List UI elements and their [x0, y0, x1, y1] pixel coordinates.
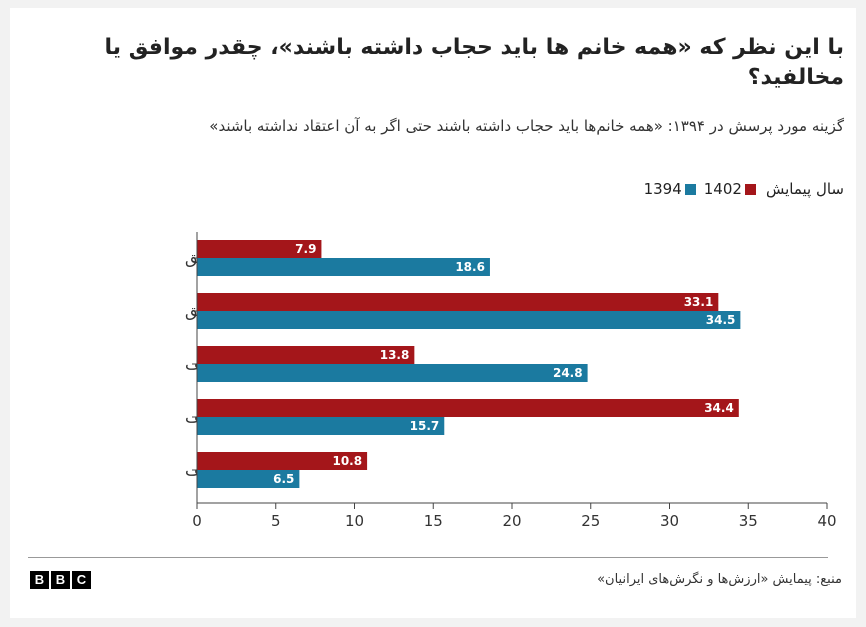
- data-label: 33.1: [684, 295, 714, 309]
- legend-swatch-1394: [684, 183, 696, 195]
- data-label: 7.9: [295, 242, 316, 256]
- legend-swatch-1402: [744, 183, 756, 195]
- bar-1402: [197, 346, 415, 364]
- x-tick-label: 5: [271, 512, 281, 530]
- chart-subtitle: گزینه مورد پرسش در ۱۳۹۴: «همه خانم‌ها با…: [209, 117, 844, 135]
- legend-title: سال پیمایش: [765, 180, 844, 198]
- data-label: 34.4: [704, 401, 734, 415]
- legend-item-1394: 1394: [644, 180, 696, 198]
- bar-1394: [197, 258, 490, 276]
- legend-item-1402: 1402: [704, 180, 756, 198]
- bar-1394: [197, 311, 741, 329]
- x-tick-label: 20: [502, 512, 521, 530]
- x-tick-label: 40: [817, 512, 836, 530]
- data-label: 34.5: [706, 313, 736, 327]
- logo-letter: B: [30, 571, 49, 589]
- bar-1394: [197, 470, 300, 488]
- legend-label-1394: 1394: [643, 180, 682, 198]
- bar-1402: [197, 399, 739, 417]
- logo-letter: B: [51, 571, 70, 589]
- bar-1394: [197, 417, 445, 435]
- bar-1402: [197, 452, 368, 470]
- legend: سال پیمایش 1402 1394: [636, 180, 844, 198]
- data-label: 10.8: [332, 454, 362, 468]
- x-tick-label: 35: [739, 512, 758, 530]
- data-label: 15.7: [410, 419, 440, 433]
- x-tick-label: 15: [424, 512, 443, 530]
- chart-title: با این نظر که «همه خانم ها باید حجاب داش…: [104, 35, 844, 90]
- x-tick-label: 25: [581, 512, 600, 530]
- data-label: 18.6: [455, 260, 485, 274]
- x-tick-label: 30: [660, 512, 679, 530]
- bbc-logo: B B C: [30, 571, 91, 589]
- legend-label-1402: 1402: [703, 180, 742, 198]
- x-tick-label: 0: [192, 512, 202, 530]
- data-label: 24.8: [553, 366, 583, 380]
- logo-letter: C: [72, 571, 91, 589]
- source-note: منبع: پیمایش «ارزش‌ها و نگرش‌های ایرانیا…: [597, 572, 842, 587]
- bar-1402: [197, 293, 719, 311]
- footer-divider: [28, 557, 828, 558]
- x-tick-label: 10: [345, 512, 364, 530]
- data-label: 13.8: [380, 348, 410, 362]
- bar-1402: [197, 240, 322, 258]
- bar-1394: [197, 364, 588, 382]
- data-label: 6.5: [273, 472, 294, 486]
